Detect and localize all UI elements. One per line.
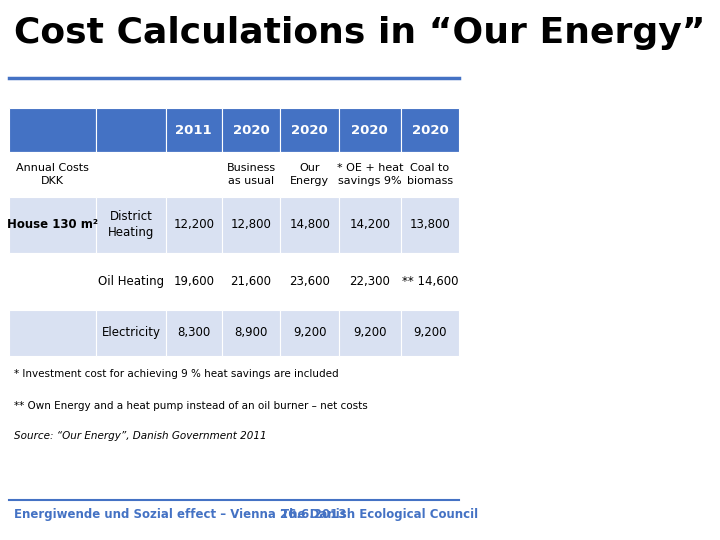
FancyBboxPatch shape bbox=[166, 197, 222, 253]
Text: 21,600: 21,600 bbox=[230, 275, 271, 288]
FancyBboxPatch shape bbox=[166, 310, 222, 356]
FancyBboxPatch shape bbox=[9, 310, 96, 356]
FancyBboxPatch shape bbox=[280, 152, 339, 197]
Text: Business
as usual: Business as usual bbox=[227, 163, 276, 186]
FancyBboxPatch shape bbox=[400, 253, 459, 310]
Text: ** 14,600: ** 14,600 bbox=[402, 275, 458, 288]
Text: 12,800: 12,800 bbox=[230, 218, 271, 232]
Text: ** Own Energy and a heat pump instead of an oil burner – net costs: ** Own Energy and a heat pump instead of… bbox=[14, 401, 368, 411]
Text: 2020: 2020 bbox=[233, 124, 269, 137]
Text: 14,800: 14,800 bbox=[289, 218, 330, 232]
Text: 14,200: 14,200 bbox=[349, 218, 390, 232]
Text: 2011: 2011 bbox=[176, 124, 212, 137]
Text: * OE + heat
savings 9%: * OE + heat savings 9% bbox=[336, 163, 403, 186]
Text: Energiwende und Sozial effect – Vienna 26.6.2013: Energiwende und Sozial effect – Vienna 2… bbox=[14, 508, 346, 521]
Text: 12,200: 12,200 bbox=[174, 218, 215, 232]
Text: 13,800: 13,800 bbox=[410, 218, 450, 232]
FancyBboxPatch shape bbox=[222, 197, 280, 253]
FancyBboxPatch shape bbox=[400, 197, 459, 253]
FancyBboxPatch shape bbox=[222, 152, 280, 197]
Text: The Danish Ecological Council: The Danish Ecological Council bbox=[282, 508, 478, 521]
FancyBboxPatch shape bbox=[96, 253, 166, 310]
FancyBboxPatch shape bbox=[9, 152, 96, 197]
FancyBboxPatch shape bbox=[222, 108, 280, 152]
FancyBboxPatch shape bbox=[400, 310, 459, 356]
Text: House 130 m²: House 130 m² bbox=[7, 218, 98, 232]
Text: District
Heating: District Heating bbox=[108, 211, 154, 239]
FancyBboxPatch shape bbox=[9, 197, 96, 253]
FancyBboxPatch shape bbox=[280, 253, 339, 310]
FancyBboxPatch shape bbox=[280, 310, 339, 356]
FancyBboxPatch shape bbox=[9, 253, 96, 310]
Text: 2020: 2020 bbox=[292, 124, 328, 137]
Text: 22,300: 22,300 bbox=[349, 275, 390, 288]
Text: 9,200: 9,200 bbox=[413, 326, 446, 340]
Text: 2020: 2020 bbox=[351, 124, 388, 137]
FancyBboxPatch shape bbox=[400, 152, 459, 197]
FancyBboxPatch shape bbox=[96, 197, 166, 253]
FancyBboxPatch shape bbox=[222, 253, 280, 310]
FancyBboxPatch shape bbox=[166, 253, 222, 310]
FancyBboxPatch shape bbox=[166, 108, 222, 152]
FancyBboxPatch shape bbox=[339, 108, 400, 152]
FancyBboxPatch shape bbox=[280, 197, 339, 253]
Text: Oil Heating: Oil Heating bbox=[98, 275, 164, 288]
FancyBboxPatch shape bbox=[280, 108, 339, 152]
FancyBboxPatch shape bbox=[96, 152, 166, 197]
Text: 19,600: 19,600 bbox=[174, 275, 215, 288]
Text: * Investment cost for achieving 9 % heat savings are included: * Investment cost for achieving 9 % heat… bbox=[14, 369, 338, 380]
FancyBboxPatch shape bbox=[9, 108, 96, 152]
FancyBboxPatch shape bbox=[339, 197, 400, 253]
Text: 8,900: 8,900 bbox=[235, 326, 268, 340]
Text: 23,600: 23,600 bbox=[289, 275, 330, 288]
Text: Cost Calculations in “Our Energy” (OE): Cost Calculations in “Our Energy” (OE) bbox=[14, 16, 720, 50]
Text: 8,300: 8,300 bbox=[177, 326, 210, 340]
FancyBboxPatch shape bbox=[166, 152, 222, 197]
Text: Source: “Our Energy”, Danish Government 2011: Source: “Our Energy”, Danish Government … bbox=[14, 431, 266, 442]
FancyBboxPatch shape bbox=[339, 253, 400, 310]
FancyBboxPatch shape bbox=[96, 108, 166, 152]
Text: Our
Energy: Our Energy bbox=[290, 163, 329, 186]
Text: Electricity: Electricity bbox=[102, 326, 161, 340]
Text: 2020: 2020 bbox=[412, 124, 449, 137]
Text: Annual Costs
DKK: Annual Costs DKK bbox=[17, 163, 89, 186]
Text: 9,200: 9,200 bbox=[353, 326, 387, 340]
FancyBboxPatch shape bbox=[339, 310, 400, 356]
FancyBboxPatch shape bbox=[400, 108, 459, 152]
FancyBboxPatch shape bbox=[222, 310, 280, 356]
Text: 9,200: 9,200 bbox=[293, 326, 326, 340]
FancyBboxPatch shape bbox=[96, 310, 166, 356]
Text: Coal to
biomass: Coal to biomass bbox=[407, 163, 453, 186]
FancyBboxPatch shape bbox=[339, 152, 400, 197]
